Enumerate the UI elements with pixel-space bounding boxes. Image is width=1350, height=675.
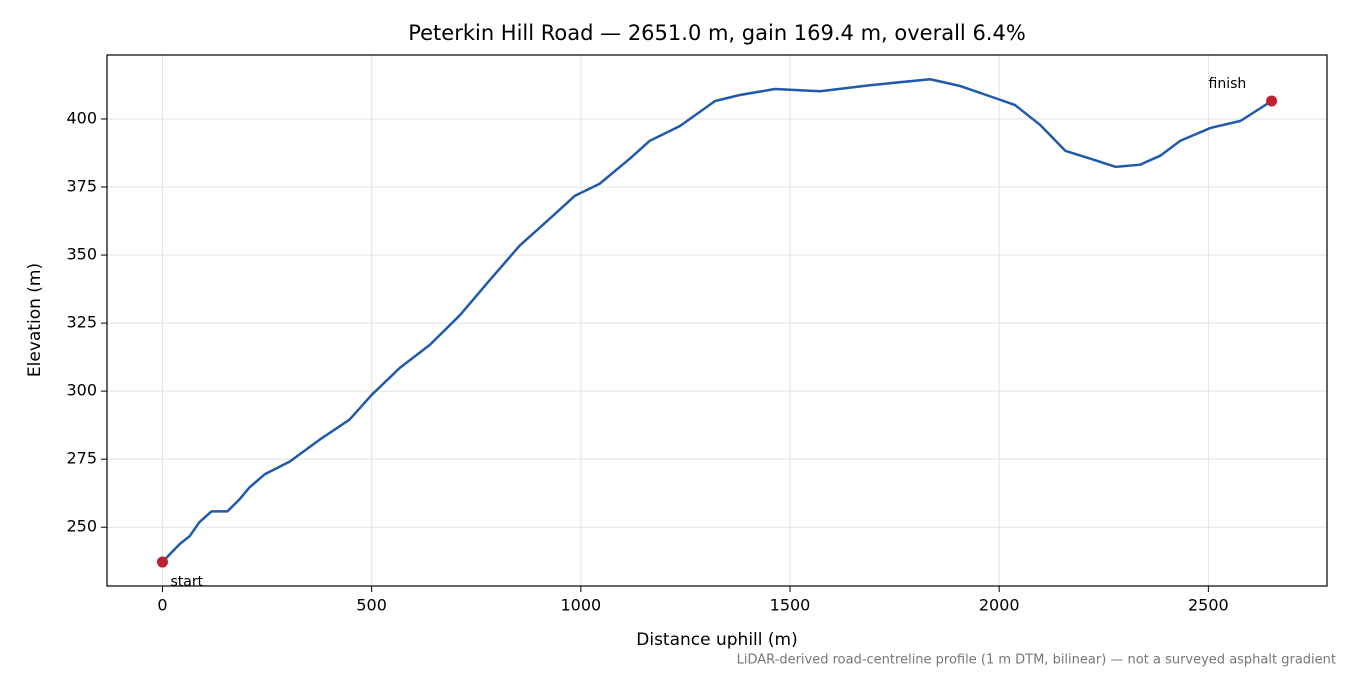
y-tick-label: 400 [66,108,97,127]
elevation-line [161,77,1273,563]
annotation: start [170,574,203,590]
endpoint-marker [1266,95,1278,107]
y-tick-label: 275 [66,449,97,468]
x-tick-label: 1500 [770,596,811,615]
x-tick-label: 2000 [979,596,1020,615]
x-axis-label: Distance uphill (m) [636,630,797,650]
y-tick-label: 300 [66,381,97,400]
endpoint-marker [156,556,168,568]
footnote: LiDAR-derived road-centreline profile (1… [737,653,1336,668]
y-tick-label: 350 [66,245,97,264]
x-tick-label: 0 [157,596,167,615]
y-tick-label: 375 [66,177,97,196]
x-tick-label: 2500 [1188,596,1229,615]
chart-title: Peterkin Hill Road — 2651.0 m, gain 169.… [408,21,1026,45]
plot-frame [106,54,1328,587]
annotation: finish [1209,76,1247,92]
y-tick-label: 250 [66,517,97,536]
x-tick-label: 500 [356,596,387,615]
x-tick-label: 1000 [560,596,601,615]
y-tick-label: 325 [66,313,97,332]
y-axis-label: Elevation (m) [25,263,45,377]
